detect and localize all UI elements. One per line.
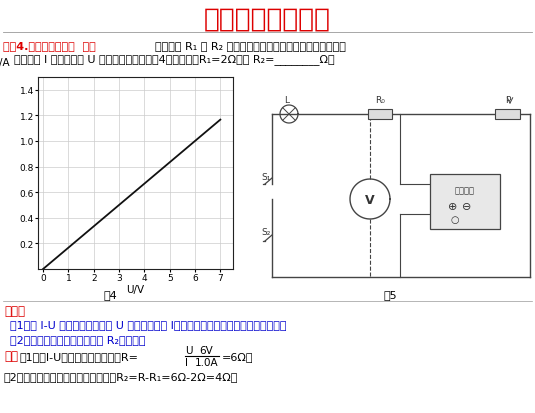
Text: 解析：: 解析： — [4, 305, 25, 318]
Text: 例题4.【北京实验探究  题】: 例题4.【北京实验探究 题】 — [3, 41, 96, 51]
Text: I: I — [185, 357, 188, 367]
Bar — [495, 110, 520, 120]
Text: ○: ○ — [451, 214, 459, 224]
Text: S₂: S₂ — [261, 228, 271, 236]
Text: 图5: 图5 — [383, 289, 397, 299]
Text: =6Ω；: =6Ω； — [222, 351, 254, 361]
Text: 6V: 6V — [199, 345, 213, 355]
Text: ⊕: ⊕ — [448, 202, 457, 211]
Text: （2）由串联电路的电阻特点知，电阻R₂=R-R₁=6Ω-2Ω=4Ω；: （2）由串联电路的电阻特点知，电阻R₂=R-R₁=6Ω-2Ω=4Ω； — [4, 371, 239, 381]
Text: 中的电流 I 随电源电压 U 变化关系的图像如图4所示。已知R₁=2Ω，则 R₂=________Ω。: 中的电流 I 随电源电压 U 变化关系的图像如图4所示。已知R₁=2Ω，则 R₂… — [14, 55, 334, 65]
Text: 1.0A: 1.0A — [195, 357, 219, 367]
Text: 定值电阻 R₁ 和 R₂ 串联后，接在电压可调的电源两端，电路: 定值电阻 R₁ 和 R₂ 串联后，接在电压可调的电源两端，电路 — [155, 41, 346, 51]
Text: 学生电源: 学生电源 — [455, 186, 475, 195]
Text: ⊖: ⊖ — [462, 202, 472, 211]
Text: 电学实验题的考查: 电学实验题的考查 — [204, 7, 331, 33]
Text: （2）由串联电路特点求出电阻 R₂的阻值。: （2）由串联电路特点求出电阻 R₂的阻值。 — [10, 334, 146, 344]
Bar — [430, 175, 500, 230]
Text: U: U — [185, 345, 193, 355]
Text: L: L — [285, 96, 289, 105]
Text: R₀: R₀ — [375, 96, 385, 105]
Text: （1）由I-U图象知，电路总电阻R=: （1）由I-U图象知，电路总电阻R= — [20, 351, 139, 361]
Text: 图4: 图4 — [103, 289, 117, 299]
Y-axis label: I/A: I/A — [0, 58, 10, 68]
Bar — [368, 110, 392, 120]
Text: 解：: 解： — [4, 350, 18, 363]
Text: P: P — [506, 96, 511, 105]
Text: （1）由 I-U 图象找出电路电压 U 所对应的电流 I，然后由欧姆定律求出电路的总电阻；: （1）由 I-U 图象找出电路电压 U 所对应的电流 I，然后由欧姆定律求出电路… — [10, 319, 287, 329]
Text: S₁: S₁ — [261, 173, 271, 182]
Text: V: V — [365, 194, 375, 207]
X-axis label: U/V: U/V — [126, 284, 144, 294]
